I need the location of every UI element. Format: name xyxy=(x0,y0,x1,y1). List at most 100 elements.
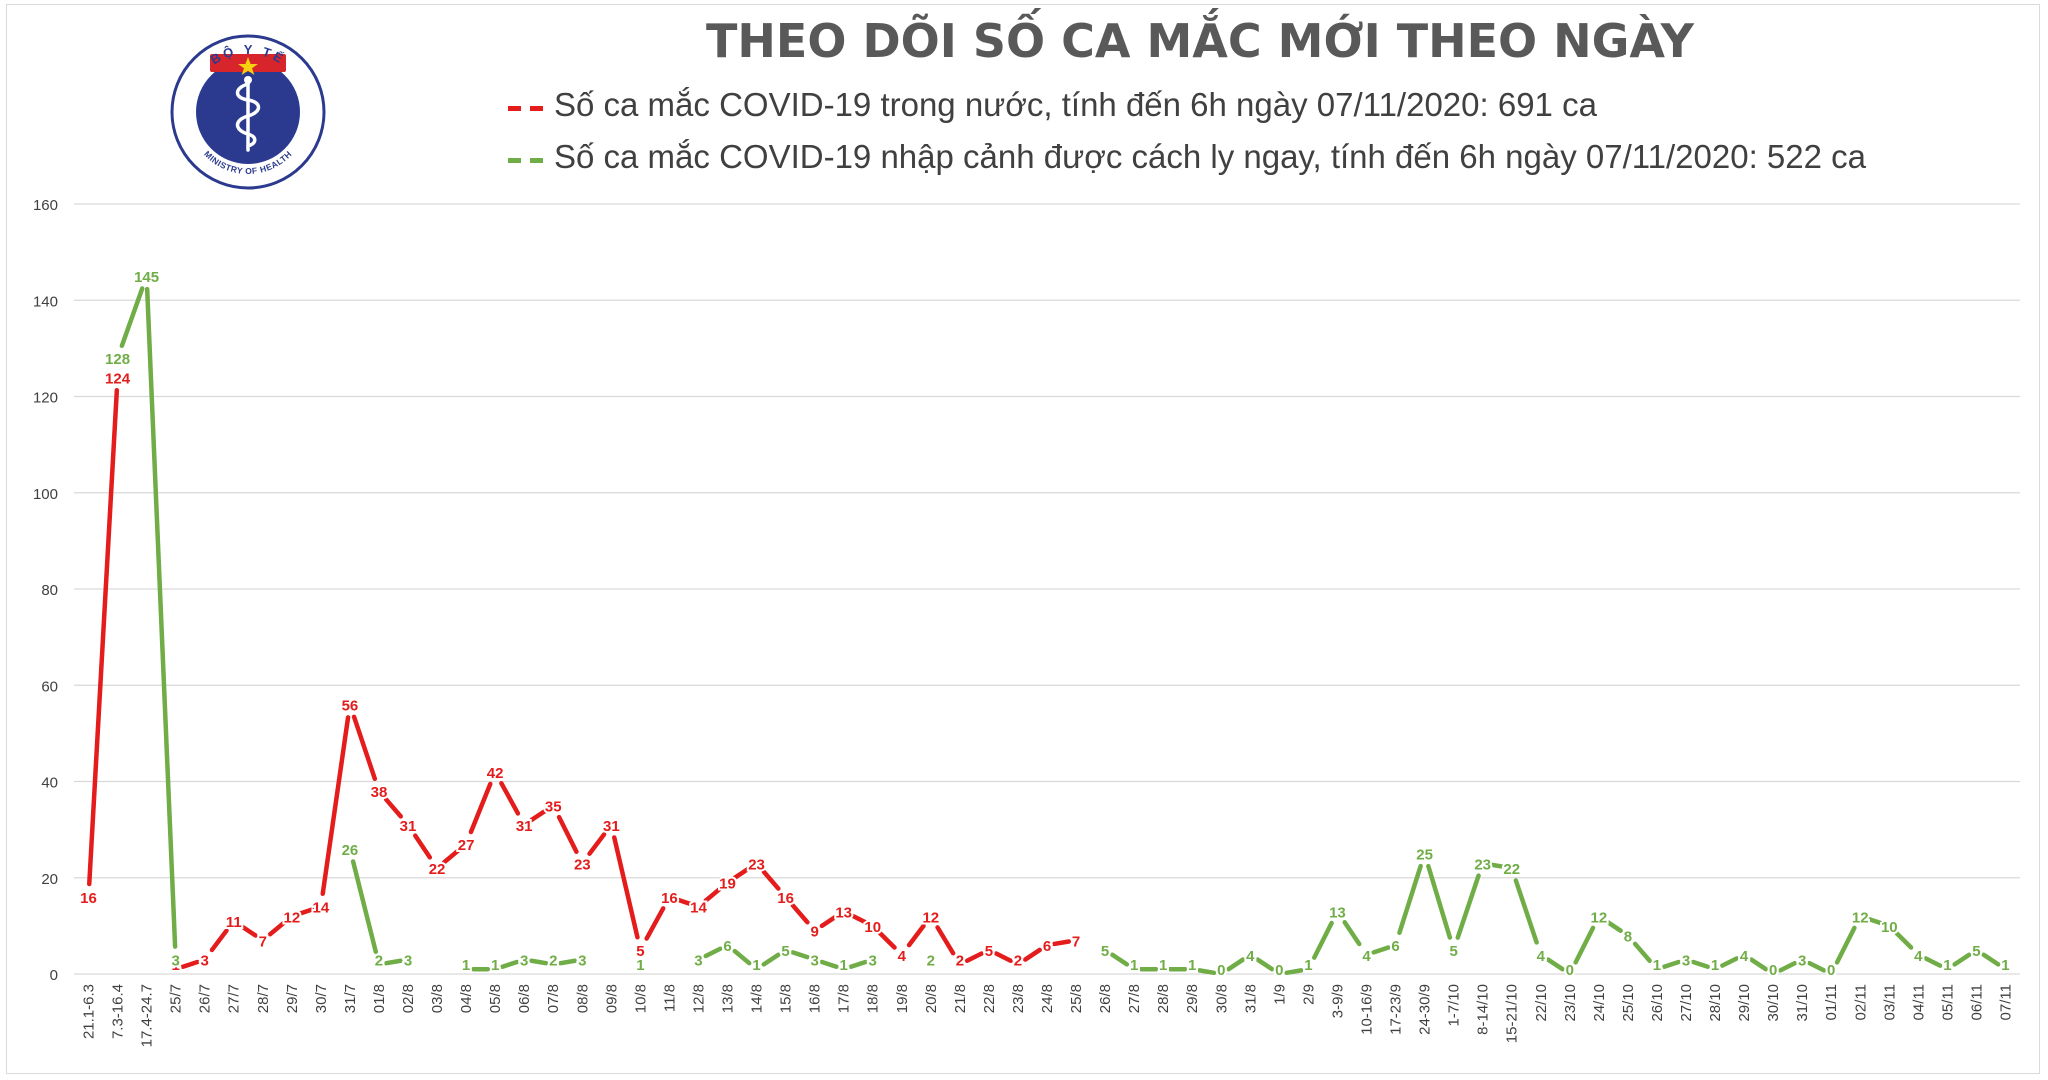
data-label-imported: 6 xyxy=(1391,938,1399,955)
x-tick-label: 26/8 xyxy=(1097,984,1114,1013)
data-label-imported: 4 xyxy=(1246,948,1255,965)
data-label-imported: 4 xyxy=(1740,948,1749,965)
series-segment-domestic xyxy=(1022,947,1042,962)
series-segment-imported xyxy=(1397,863,1423,935)
data-label-domestic: 16 xyxy=(80,890,97,907)
x-tick-label: 03/11 xyxy=(1881,984,1898,1020)
data-label-imported: 0 xyxy=(1566,962,1574,979)
series-segment-imported xyxy=(1834,925,1857,965)
x-tick-label: 27/10 xyxy=(1678,984,1695,1022)
x-tick-label: 01/11 xyxy=(1823,984,1840,1020)
x-tick-label: 28/10 xyxy=(1707,984,1724,1022)
data-label-domestic: 13 xyxy=(835,904,852,921)
legend-label-imported: Số ca mắc COVID-19 nhập cảnh được cách l… xyxy=(554,138,1866,175)
x-tick-label: 25/10 xyxy=(1620,984,1637,1022)
x-tick-label: 07/8 xyxy=(545,984,562,1013)
ministry-of-health-logo: BỘ Y TẾ MINISTRY OF HEALTH xyxy=(170,34,326,190)
series-segment-domestic xyxy=(819,914,839,929)
data-label-imported: 1 xyxy=(752,957,760,974)
series-segment-domestic xyxy=(86,387,120,887)
x-tick-label: 26/7 xyxy=(197,984,214,1013)
series-segment-imported xyxy=(1923,956,1943,968)
series-segment-imported xyxy=(1226,957,1246,972)
legend-label-domestic: Số ca mắc COVID-19 trong nước, tính đến … xyxy=(554,86,1597,123)
series-segment-imported xyxy=(703,946,723,959)
series-segment-imported xyxy=(1603,918,1623,933)
series-segment-domestic xyxy=(703,886,723,903)
y-tick-label: 160 xyxy=(33,197,58,214)
series-segment-imported xyxy=(1371,945,1391,955)
series-segment-imported xyxy=(1865,916,1885,926)
series-segment-domestic xyxy=(964,951,984,964)
series-segment-domestic xyxy=(612,835,640,940)
series-segment-domestic xyxy=(442,847,462,865)
x-tick-label: 10-16/9 xyxy=(1358,984,1375,1035)
data-label-domestic: 12 xyxy=(922,909,939,926)
x-tick-label: 22/8 xyxy=(981,984,998,1013)
x-tick-label: 02/8 xyxy=(400,984,417,1013)
series-segment-domestic xyxy=(209,928,229,953)
series-segment-domestic xyxy=(383,797,404,819)
data-label-domestic: 2 xyxy=(1014,952,1022,969)
data-label-imported: 3 xyxy=(810,953,818,970)
data-label-imported: 12 xyxy=(1852,909,1869,926)
series-segment-domestic xyxy=(320,715,351,897)
x-tick-label: 27/8 xyxy=(1126,984,1143,1013)
data-label-imported: 128 xyxy=(105,351,130,368)
series-segment-imported xyxy=(1952,952,1972,967)
x-tick-label: 18/8 xyxy=(865,984,882,1013)
data-label-imported: 1 xyxy=(1188,957,1196,974)
data-label-imported: 6 xyxy=(723,938,731,955)
x-tick-label: 26/10 xyxy=(1649,984,1666,1022)
x-tick-label: 09/8 xyxy=(603,984,620,1013)
series-segment-imported xyxy=(732,948,752,966)
series-segment-domestic xyxy=(877,930,897,950)
data-label-imported: 3 xyxy=(404,953,412,970)
legend-item-imported: Số ca mắc COVID-19 nhập cảnh được cách l… xyxy=(508,138,1866,176)
data-label-imported: 3 xyxy=(171,953,179,970)
x-tick-label: 22/10 xyxy=(1533,984,1550,1022)
series-segment-domestic xyxy=(761,869,781,891)
data-label-domestic: 1 xyxy=(1130,957,1138,974)
data-label-imported: 2 xyxy=(375,952,383,969)
data-label-domestic: 14 xyxy=(313,900,330,917)
series-segment-imported xyxy=(1661,959,1681,970)
data-label-imported: 1 xyxy=(491,957,499,974)
series-segment-imported xyxy=(529,958,549,966)
data-label-imported: 23 xyxy=(1474,856,1491,873)
series-segment-imported xyxy=(1807,960,1827,973)
data-label-domestic: 11 xyxy=(226,914,242,931)
data-label-domestic: 7 xyxy=(1072,933,1080,950)
x-tick-label: 25/8 xyxy=(1068,984,1085,1013)
data-label-domestic: 124 xyxy=(105,370,131,387)
x-tick-label: 28/7 xyxy=(255,984,272,1013)
data-label-imported: 26 xyxy=(342,842,359,859)
series-segment-domestic xyxy=(296,906,316,917)
x-tick-label: 25/7 xyxy=(168,984,185,1013)
series-segment-imported xyxy=(1197,968,1217,976)
series-segment-imported xyxy=(848,959,868,970)
data-label-imported: 2 xyxy=(549,952,557,969)
x-tick-label: 15/8 xyxy=(778,984,795,1013)
x-tick-label: 21/8 xyxy=(952,984,969,1013)
x-tick-label: 23/10 xyxy=(1562,984,1579,1022)
data-label-imported: 3 xyxy=(1682,953,1690,970)
series-segment-imported xyxy=(350,859,379,955)
data-label-domestic: 6 xyxy=(1043,938,1051,955)
data-label-imported: 1 xyxy=(1653,957,1661,974)
x-tick-label: 23/8 xyxy=(1010,984,1027,1013)
data-label-imported: 1 xyxy=(636,957,644,974)
series-segment-imported xyxy=(1545,957,1565,972)
series-segment-imported xyxy=(1455,873,1481,940)
data-label-imported: 145 xyxy=(134,269,159,286)
x-tick-label: 30/10 xyxy=(1765,984,1782,1022)
series-segment-imported xyxy=(1720,956,1740,968)
x-tick-label: 30/7 xyxy=(313,984,330,1013)
data-label-imported: 0 xyxy=(1827,962,1835,979)
caduceus-icon xyxy=(235,76,261,152)
x-tick-label: 24-30/9 xyxy=(1417,984,1434,1035)
data-label-domestic: 16 xyxy=(661,890,678,907)
series-segment-imported xyxy=(144,286,178,949)
x-tick-label: 17/8 xyxy=(836,984,853,1013)
y-tick-label: 60 xyxy=(41,678,58,695)
